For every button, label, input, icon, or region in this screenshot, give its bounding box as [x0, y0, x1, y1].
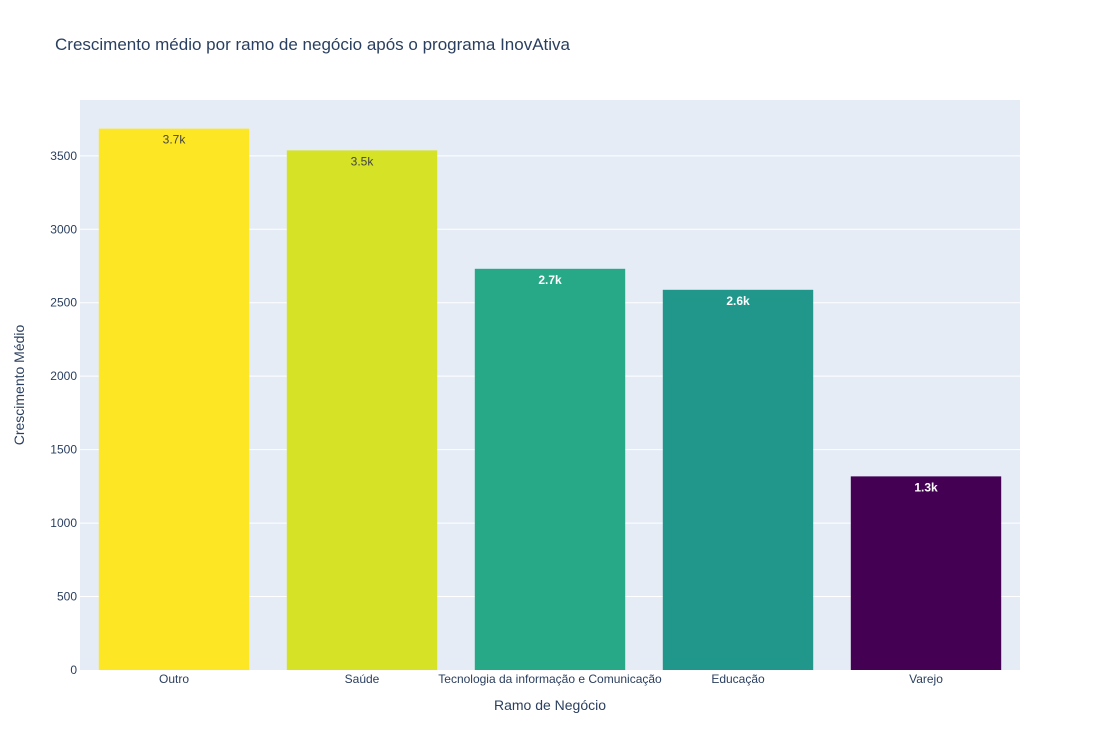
bar-data-label: 1.3k	[914, 480, 938, 494]
bar	[850, 476, 1002, 670]
y-axis-title: Crescimento Médio	[11, 324, 27, 445]
x-tick-label: Educação	[711, 672, 765, 686]
bar-data-labels: 3.7k 3.5k 2.7k 2.6k 1.3k	[163, 133, 938, 495]
x-tick-label: Tecnologia da informação e Comunicação	[438, 672, 662, 686]
x-tick-label: Saúde	[345, 672, 380, 686]
y-tick-label: 1500	[50, 443, 77, 457]
y-tick-labels: 0 500 1000 1500 2000 2500 3000 3500	[50, 149, 77, 677]
bars	[98, 128, 1002, 671]
y-tick-label: 500	[57, 590, 77, 604]
bar	[286, 150, 438, 671]
bar-data-label: 3.7k	[163, 133, 187, 147]
y-tick-label: 2500	[50, 296, 77, 310]
bar	[98, 128, 250, 670]
x-tick-label: Varejo	[909, 672, 943, 686]
y-tick-label: 1000	[50, 516, 77, 530]
x-tick-labels: Outro Saúde Tecnologia da informação e Com…	[159, 672, 943, 686]
y-tick-label: 3500	[50, 149, 77, 163]
bar	[662, 289, 814, 670]
x-tick-label: Outro	[159, 672, 189, 686]
bar-data-label: 2.6k	[726, 294, 750, 308]
y-tick-label: 2000	[50, 369, 77, 383]
bar	[474, 268, 626, 670]
bar-data-label: 3.5k	[351, 154, 375, 168]
x-axis-title: Ramo de Negócio	[494, 697, 606, 713]
chart-title: Crescimento médio por ramo de negócio ap…	[55, 35, 571, 54]
bar-data-label: 2.7k	[538, 273, 562, 287]
y-tick-label: 0	[70, 663, 77, 677]
y-tick-label: 3000	[50, 222, 77, 236]
